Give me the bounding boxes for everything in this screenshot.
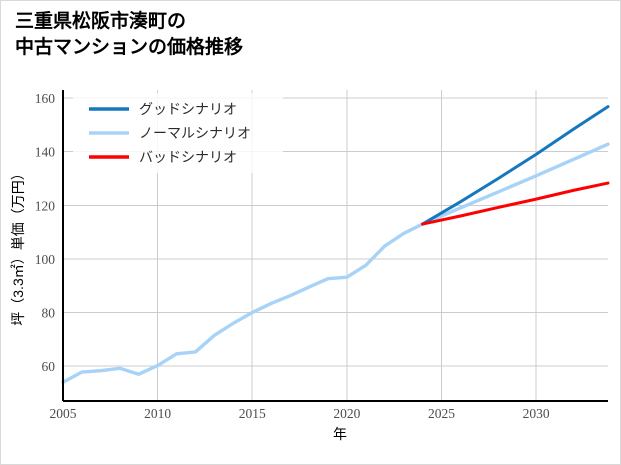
y-tick-labels-group: 60 80 100 120 140 160	[35, 91, 56, 374]
y-tick-label: 160	[35, 91, 56, 106]
x-tick-label: 2030	[523, 406, 550, 421]
legend-label-バッドシナリオ: バッドシナリオ	[139, 151, 237, 166]
series-group	[61, 105, 610, 384]
series-line-グッドシナリオ	[421, 105, 610, 226]
y-tick-label: 120	[35, 198, 56, 213]
y-axis-title: 坪（3.3㎡）単価（万円）	[10, 166, 26, 325]
x-tick-label: 2020	[333, 406, 360, 421]
chart-title: 三重県松阪市湊町の 中古マンションの価格推移	[15, 11, 244, 58]
series-line-ノーマルシナリオ	[61, 142, 610, 384]
series-line-バッドシナリオ	[421, 181, 610, 226]
x-tick-label: 2010	[144, 406, 171, 421]
y-tick-label: 140	[35, 145, 56, 160]
x-tick-label: 2015	[239, 406, 266, 421]
y-tick-label: 100	[35, 252, 56, 267]
y-tick-label: 80	[42, 306, 56, 321]
x-tick-label: 2005	[50, 406, 77, 421]
x-axis-title: 年	[333, 426, 347, 442]
legend-label-グッドシナリオ: グッドシナリオ	[139, 102, 237, 118]
y-tick-label: 60	[42, 359, 56, 374]
x-tick-labels-group: 2005 2010 2015 2020 2025 2030	[50, 406, 550, 421]
x-tick-label: 2025	[428, 406, 455, 421]
legend-background	[73, 93, 283, 173]
legend-label-ノーマルシナリオ: ノーマルシナリオ	[139, 127, 251, 142]
axis-lines-group	[62, 90, 608, 402]
